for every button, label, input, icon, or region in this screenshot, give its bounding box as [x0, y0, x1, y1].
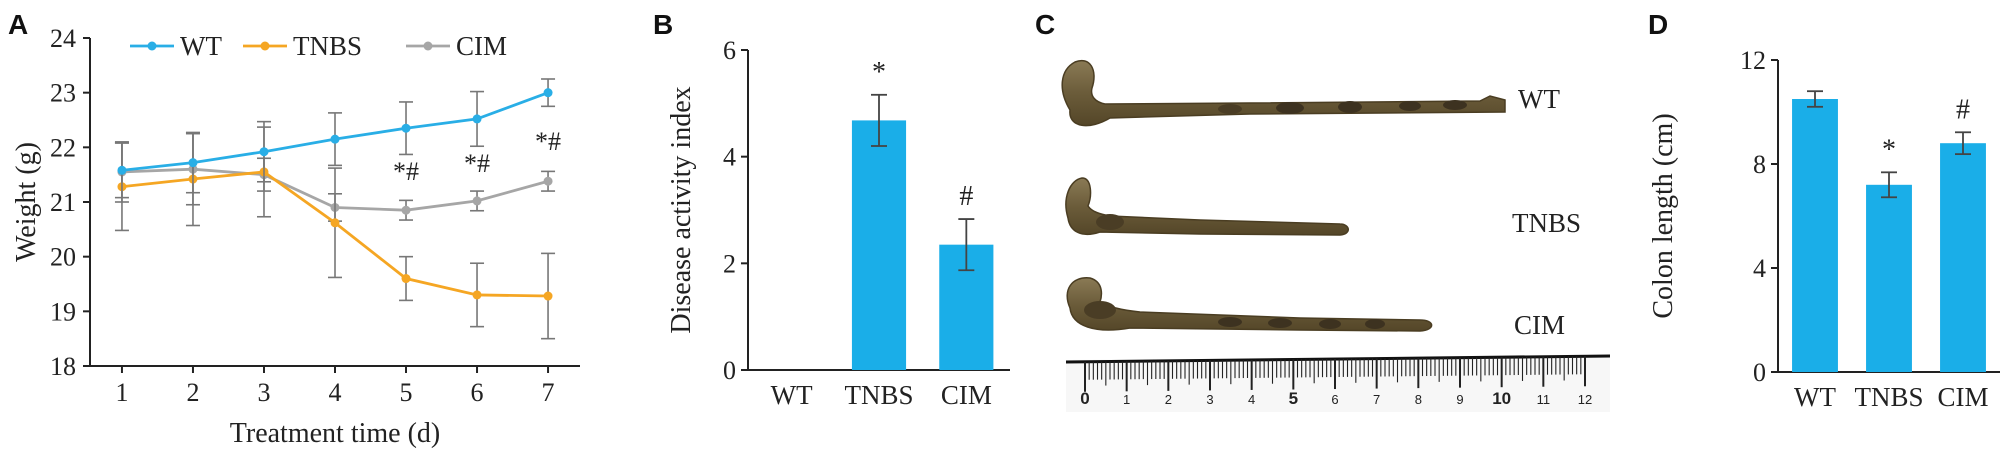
y-tick-label: 24 [50, 24, 76, 53]
y-tick-label: 8 [1753, 150, 1766, 179]
ruler-number: 9 [1456, 392, 1463, 407]
legend-label: WT [180, 31, 222, 61]
photo-label-tnbs: TNBS [1512, 208, 1581, 238]
x-axis-label: Treatment time (d) [230, 418, 440, 449]
legend-marker [423, 41, 433, 51]
category-label: TNBS [1854, 382, 1923, 412]
data-point [401, 205, 411, 215]
data-point [330, 134, 340, 144]
photo-label-wt: WT [1518, 84, 1560, 114]
panel-letter-c: C [1035, 9, 1055, 40]
significance-annotation: * [872, 57, 886, 88]
bar-wt [1792, 99, 1838, 372]
y-tick-label: 6 [723, 36, 736, 65]
x-tick-label: 1 [115, 378, 128, 407]
data-point [117, 165, 127, 175]
category-label: CIM [1937, 382, 1988, 412]
y-tick-label: 0 [1753, 358, 1766, 387]
colon-specimen-cim [1066, 277, 1433, 332]
ruler-number: 6 [1331, 392, 1338, 407]
ruler-number: 0 [1080, 389, 1089, 408]
colon-specimen-tnbs [1065, 177, 1349, 236]
y-tick-label: 20 [50, 243, 76, 272]
ruler-number: 4 [1248, 392, 1255, 407]
significance-annotation: * [1882, 134, 1896, 165]
bar-cim [1940, 143, 1986, 372]
y-axis-label: Disease activity index [666, 86, 697, 333]
significance-annotation: *# [535, 127, 561, 156]
ruler-number: 7 [1373, 392, 1380, 407]
colon-specimen-wt [1061, 59, 1506, 127]
data-point [188, 158, 198, 168]
legend-marker [260, 41, 270, 51]
x-tick-label: 3 [257, 378, 270, 407]
bar-tnbs [851, 120, 907, 371]
legend-entry-tnbs: TNBS [243, 31, 362, 61]
data-point [543, 176, 553, 186]
data-point [543, 88, 553, 98]
y-tick-label: 23 [50, 79, 76, 108]
data-point [543, 291, 553, 301]
y-tick-label: 2 [723, 249, 736, 278]
ruler: 0 1 2 3 4 5 6 7 8 9 10 11 12 [1065, 354, 1611, 412]
ruler-number: 5 [1289, 389, 1298, 408]
data-point [472, 290, 482, 300]
panel-letter-b: B [653, 9, 673, 40]
y-tick-label: 19 [50, 297, 76, 326]
y-tick-label: 4 [723, 143, 736, 172]
ruler-number: 3 [1206, 392, 1213, 407]
x-tick-label: 7 [542, 378, 555, 407]
legend-label: TNBS [293, 31, 362, 61]
legend-entry-wt: WT [130, 31, 222, 61]
ruler-number: 12 [1578, 392, 1592, 407]
category-label: WT [1794, 382, 1836, 412]
data-point [259, 147, 269, 157]
y-tick-label: 0 [723, 356, 736, 385]
panel-letter-a: A [8, 9, 28, 40]
series-wt [114, 78, 556, 199]
data-point [472, 196, 482, 206]
significance-annotation: *# [393, 157, 419, 186]
x-tick-label: 4 [329, 378, 342, 407]
ruler-number: 1 [1123, 392, 1130, 407]
y-axis-label: Colon length (cm) [1648, 113, 1679, 318]
significance-annotation: # [1956, 94, 1970, 125]
x-tick-label: 6 [471, 378, 484, 407]
ruler-number: 2 [1165, 392, 1172, 407]
legend-entry-cim: CIM [406, 31, 507, 61]
x-tick-label: 5 [400, 378, 413, 407]
significance-annotation: # [959, 181, 973, 212]
ruler-number: 11 [1537, 392, 1551, 407]
colon-photo: WT TNBS CIM 0 1 2 3 4 5 6 7 8 9 10 11 12 [1061, 59, 1611, 412]
category-label: WT [771, 380, 813, 410]
bar-tnbs [1866, 184, 1912, 372]
y-axis-label: Weight (g) [11, 142, 42, 262]
ruler-number: 10 [1492, 389, 1511, 408]
y-tick-label: 12 [1740, 46, 1766, 75]
data-point [401, 274, 411, 284]
data-point [330, 218, 340, 228]
significance-annotation: *# [464, 149, 490, 178]
colon-length-bar-chart: 0 4 8 12 Colon length (cm) WT * TNBS # CIM [1648, 46, 2000, 412]
y-tick-label: 4 [1753, 254, 1766, 283]
disease-activity-bar-chart: 0 2 4 6 Disease activity index WT * TNBS # CIM [666, 36, 1010, 410]
y-tick-label: 18 [50, 352, 76, 381]
data-point [472, 114, 482, 124]
y-tick-label: 22 [50, 133, 76, 162]
x-tick-label: 2 [186, 378, 199, 407]
y-tick-label: 21 [50, 188, 76, 217]
photo-label-cim: CIM [1514, 310, 1565, 340]
category-label: TNBS [844, 380, 913, 410]
category-label: CIM [941, 380, 992, 410]
panel-letter-d: D [1648, 9, 1668, 40]
legend-label: CIM [456, 31, 507, 61]
data-point [401, 123, 411, 133]
ruler-number: 8 [1415, 392, 1422, 407]
legend-marker [147, 41, 157, 51]
